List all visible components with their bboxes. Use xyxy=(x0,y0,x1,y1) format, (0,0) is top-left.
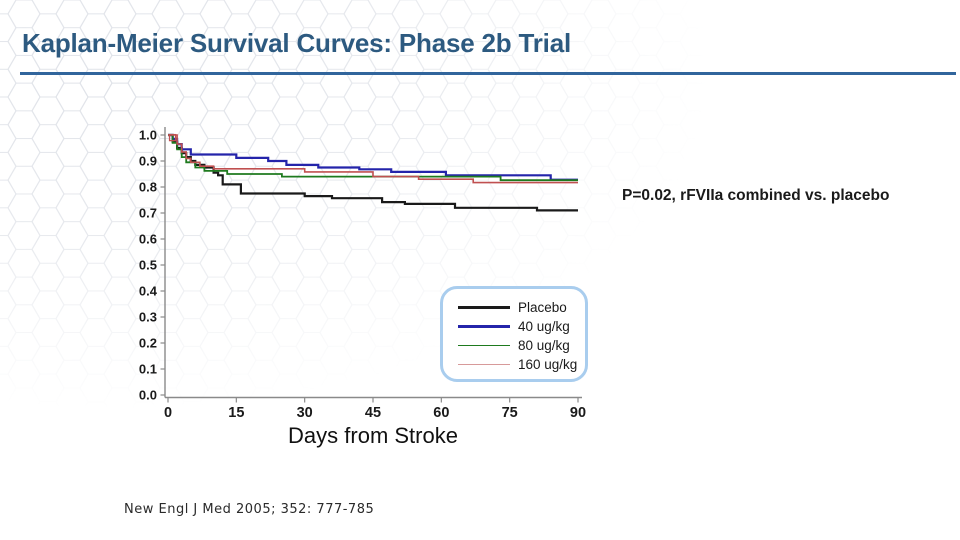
legend-label: 160 ug/kg xyxy=(518,357,578,372)
start-marker xyxy=(168,133,177,142)
y-tick-label: 0.5 xyxy=(139,258,157,273)
legend-item-40ugkg: 40 ug/kg xyxy=(458,317,585,336)
legend-item-80ugkg: 80 ug/kg xyxy=(458,336,585,355)
y-tick-label: 0.9 xyxy=(139,154,157,169)
y-tick-label: 0.6 xyxy=(139,232,157,247)
y-tick-label: 0.8 xyxy=(139,180,157,195)
chart-legend: Placebo 40 ug/kg 80 ug/kg 160 ug/kg xyxy=(440,286,588,382)
y-tick-label: 0.1 xyxy=(139,362,157,377)
slide-title: Kaplan-Meier Survival Curves: Phase 2b T… xyxy=(22,28,571,58)
y-tick-label: 0.2 xyxy=(139,336,157,351)
legend-line-swatch-40ugkg xyxy=(458,325,510,328)
y-tick-label: 0.0 xyxy=(139,388,157,403)
x-tick-label: 75 xyxy=(502,405,518,421)
title-underline xyxy=(20,72,956,75)
legend-line-swatch-160ugkg xyxy=(458,363,510,366)
x-axis-label: Days from Stroke xyxy=(288,423,458,448)
citation: New Engl J Med 2005; 352: 777-785 xyxy=(124,502,375,517)
x-tick-label: 90 xyxy=(570,405,586,421)
legend-label: 40 ug/kg xyxy=(518,319,570,334)
legend-label: 80 ug/kg xyxy=(518,338,570,353)
y-tick-label: 0.3 xyxy=(139,310,157,325)
x-tick-label: 30 xyxy=(297,405,313,421)
pvalue-annotation: P=0.02, rFVIIa combined vs. placebo xyxy=(622,187,890,204)
x-tick-label: 60 xyxy=(433,405,449,421)
survival-chart: 0.0 0.1 0.2 0.3 0.4 0.5 0.6 0.7 0.8 0.9 1.0 0 15 30 45… xyxy=(130,115,600,455)
x-tick-label: 0 xyxy=(164,405,172,421)
x-tick-label: 15 xyxy=(228,405,244,421)
survival-curve-160-ug-kg xyxy=(168,134,578,184)
legend-line-swatch-80ugkg xyxy=(458,344,510,347)
y-tick-label: 0.7 xyxy=(139,206,157,221)
y-tick-label: 0.4 xyxy=(139,284,158,299)
legend-label: Placebo xyxy=(518,300,567,315)
legend-item-160ugkg: 160 ug/kg xyxy=(458,355,585,374)
kaplan-meier-plot: 0.0 0.1 0.2 0.3 0.4 0.5 0.6 0.7 0.8 0.9 1.0 0 15 30 45… xyxy=(139,127,586,448)
x-tick-label: 45 xyxy=(365,405,381,421)
legend-line-swatch-placebo xyxy=(458,306,510,309)
legend-item-placebo: Placebo xyxy=(458,298,585,317)
y-tick-label: 1.0 xyxy=(139,128,157,143)
